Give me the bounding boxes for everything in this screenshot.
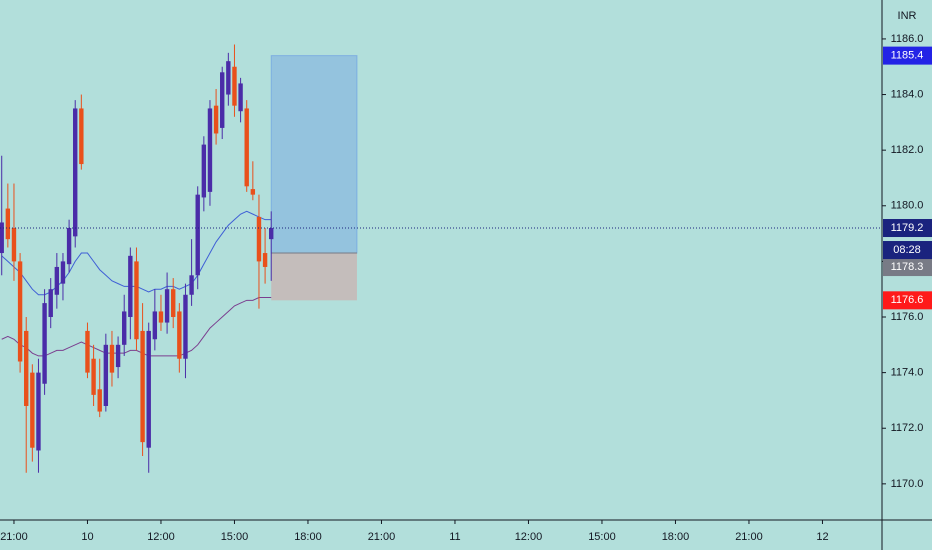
y-tick-label: 1186.0 [891, 33, 924, 45]
candle-body [146, 330, 151, 448]
candle-body [262, 253, 268, 267]
x-tick-label: 10 [81, 531, 93, 543]
target-price-label-bg [883, 46, 932, 65]
candle-body [85, 330, 90, 373]
candle-body [11, 228, 17, 262]
candle-body [109, 344, 115, 373]
candle-body [115, 344, 121, 368]
candle-body [244, 108, 249, 187]
y-tick-label: 1184.0 [891, 88, 924, 100]
x-tick-label: 12:00 [515, 531, 543, 543]
x-tick-label: 11 [449, 531, 460, 543]
candle-body [207, 108, 213, 192]
stop-price-label: 1176.6 [891, 294, 924, 306]
entry-price-label: 1178.3 [891, 261, 924, 273]
candle-body [232, 66, 237, 106]
candle-body [158, 311, 164, 323]
stop-price-label-bg [883, 291, 932, 310]
candle-body [91, 358, 96, 395]
candle-body [189, 275, 194, 295]
candle-body [42, 303, 47, 384]
candle-body [152, 311, 158, 340]
candle-body [60, 261, 66, 284]
candle-body [103, 344, 109, 406]
target-price-label: 1185.4 [891, 50, 924, 62]
candle-body [171, 289, 176, 318]
candle-body [140, 330, 145, 443]
position-target-zone [270, 55, 358, 254]
candle-body [30, 372, 35, 448]
x-tick-label: 21:00 [368, 531, 396, 543]
x-tick-label: 18:00 [294, 531, 322, 543]
candle-body [0, 222, 4, 254]
candle-body [164, 289, 170, 323]
candle-body [97, 389, 102, 412]
plot [0, 44, 882, 473]
candle-body [201, 144, 207, 198]
candle-body [238, 83, 243, 112]
x-tick-label: 15:00 [221, 531, 249, 543]
candle-body [183, 294, 188, 359]
candle-body [256, 216, 262, 262]
x-tick-label: 12 [816, 531, 828, 543]
candle-body [213, 105, 219, 134]
y-tick-label: 1172.0 [891, 422, 924, 434]
last-price-label-bg [883, 219, 932, 238]
candle-body [128, 255, 133, 318]
candle-body [36, 372, 41, 451]
countdown-bg [883, 241, 932, 260]
x-tick-label: 21:00 [0, 531, 28, 543]
candle-body [24, 330, 29, 406]
currency-label: INR [898, 10, 917, 22]
candle-body [220, 72, 225, 128]
y-tick-label: 1170.0 [891, 478, 924, 490]
y-tick-label: 1174.0 [891, 367, 924, 379]
candle-body [17, 261, 23, 362]
x-tick-label: 15:00 [588, 531, 616, 543]
entry-price-label-bg [883, 258, 932, 277]
candle-body [79, 108, 84, 165]
y-tick-label: 1176.0 [891, 311, 924, 323]
y-tick-label: 1180.0 [891, 200, 924, 212]
candle-body [66, 228, 72, 265]
candle-body [195, 194, 200, 276]
candle-body [54, 266, 60, 295]
candle-body [134, 261, 139, 340]
candle-body [73, 108, 78, 237]
x-tick-label: 12:00 [147, 531, 175, 543]
candle-body [48, 289, 53, 318]
position-stop-zone [271, 253, 357, 301]
candle-body [250, 189, 256, 195]
last-price-label: 1179.2 [891, 222, 924, 234]
candle-body [177, 311, 182, 359]
candle-body [226, 61, 231, 95]
y-tick-label: 1182.0 [891, 144, 924, 156]
candle-body [269, 228, 274, 240]
candle-body [5, 208, 11, 240]
candle-body [122, 311, 127, 345]
x-tick-label: 21:00 [735, 531, 763, 543]
countdown-label: 08:28 [893, 244, 921, 256]
x-tick-label: 18:00 [662, 531, 690, 543]
